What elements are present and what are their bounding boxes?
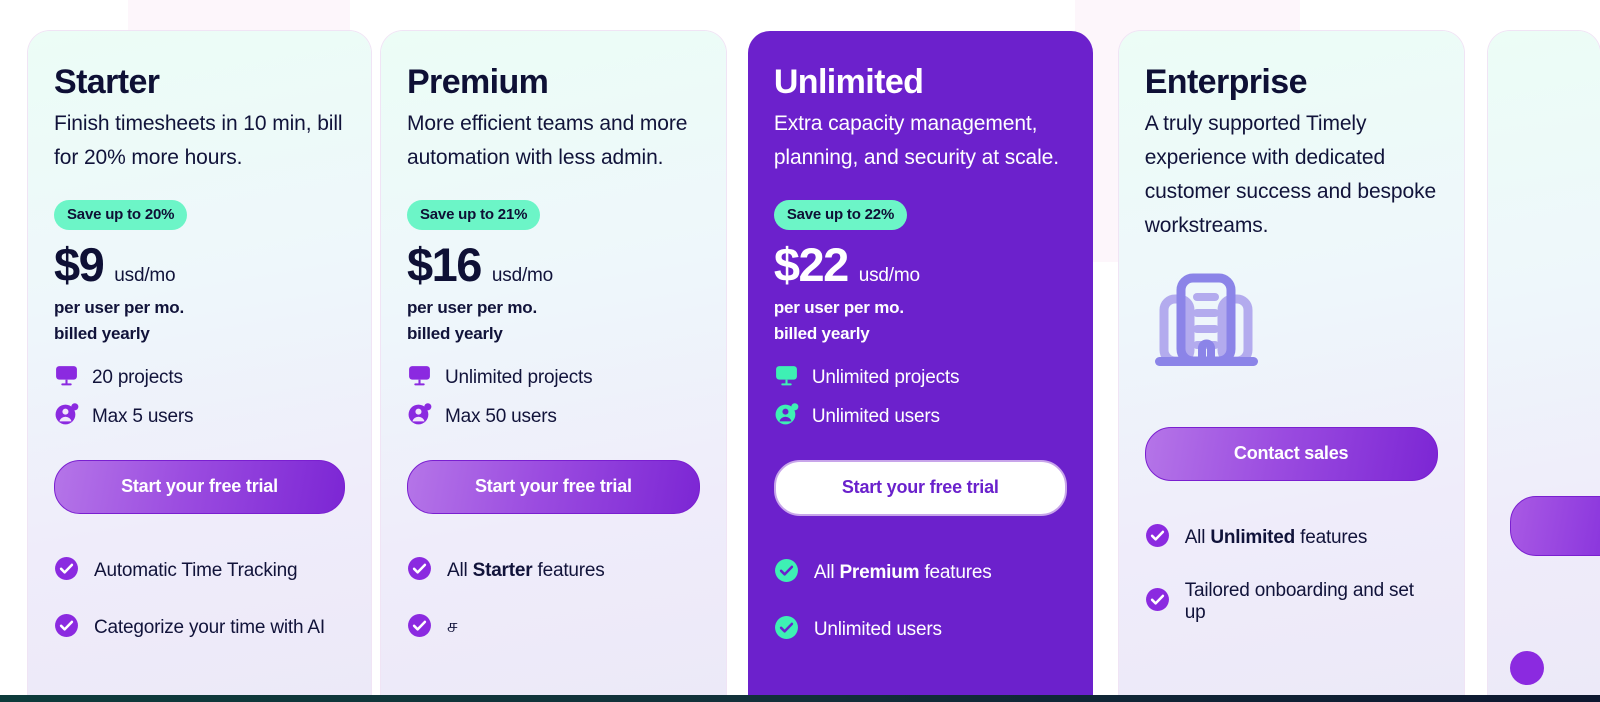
billing-note-line2: billed yearly <box>54 324 150 344</box>
partial-check-circle-icon <box>1509 651 1544 685</box>
plan-price: $16 <box>406 237 482 291</box>
metric-label: Unlimited users <box>811 405 940 427</box>
feature-label: Unlimited users <box>813 618 942 640</box>
plan-price: $9 <box>54 237 105 291</box>
feature-item: ச <box>407 613 700 643</box>
metric-row: Unlimited projects <box>774 363 1067 393</box>
plan-title: Enterprise <box>1144 63 1308 101</box>
plan-description: More efficient teams and more automation… <box>406 111 688 169</box>
billing-note-line1: per user per mo. <box>773 298 904 318</box>
savings-badge: Save up to 22% <box>773 199 908 230</box>
check-circle-icon <box>54 613 79 643</box>
plan-metrics: Unlimited projects Unlimited users <box>774 363 1067 432</box>
feature-label: All Premium features <box>813 561 992 583</box>
feature-item: All Starter features <box>407 556 700 586</box>
feature-list: All Premium features Unlimited users <box>774 558 1067 645</box>
metric-row: Max 50 users <box>407 402 700 432</box>
pricing-card-list: Starter Finish timesheets in 10 min, bil… <box>0 31 1600 702</box>
start-free-trial-button[interactable]: Start your free trial <box>773 459 1067 516</box>
billing-note-line2: billed yearly <box>406 324 503 344</box>
user-icon <box>54 402 79 432</box>
feature-item: Automatic Time Tracking <box>54 556 345 586</box>
metric-label: Unlimited projects <box>811 366 960 388</box>
metric-label: 20 projects <box>92 366 183 388</box>
plan-title: Starter <box>54 63 160 101</box>
plan-price-unit: usd/mo <box>114 264 176 286</box>
feature-label: Automatic Time Tracking <box>94 559 298 581</box>
savings-badge: Save up to 21% <box>406 199 541 230</box>
plan-price-unit: usd/mo <box>858 264 920 286</box>
check-circle-icon <box>407 556 432 586</box>
pricing-card-unlimited[interactable]: Unlimited Extra capacity management, pla… <box>747 31 1093 702</box>
viewport-bottom-edge <box>0 695 1600 702</box>
check-circle-icon <box>54 556 79 586</box>
feature-label: All Starter features <box>446 559 605 581</box>
plan-price-unit: usd/mo <box>491 264 554 286</box>
pricing-card-starter[interactable]: Starter Finish timesheets in 10 min, bil… <box>28 31 371 702</box>
plan-description: Finish timesheets in 10 min, bill for 20… <box>54 111 343 169</box>
pricing-card-premium[interactable]: Premium More efficient teams and more au… <box>380 31 726 702</box>
plan-description: A truly supported Timely experience with… <box>1144 111 1437 237</box>
plan-price: $22 <box>773 237 849 291</box>
monitor-icon <box>407 363 432 393</box>
start-free-trial-button[interactable]: Start your free trial <box>54 459 345 514</box>
user-icon <box>774 402 799 432</box>
plan-title: Unlimited <box>773 63 924 101</box>
check-circle-icon <box>774 558 799 588</box>
feature-label: Tailored onboarding and set up <box>1184 579 1414 623</box>
savings-badge: Save up to 20% <box>54 199 188 230</box>
feature-list: All Unlimited features Tailored onboardi… <box>1145 523 1438 624</box>
monitor-icon <box>54 363 79 393</box>
metric-row: 20 projects <box>54 363 345 393</box>
feature-item: All Premium features <box>774 558 1067 588</box>
billing-note-line2: billed yearly <box>773 324 870 344</box>
contact-sales-button[interactable]: Contact sales <box>1144 426 1438 481</box>
feature-item: Categorize your time with AI <box>54 613 345 643</box>
pricing-card-next-partial[interactable] <box>1487 31 1600 702</box>
plan-metrics: Unlimited projects Max 50 users <box>407 363 700 432</box>
feature-label: All Unlimited features <box>1184 526 1368 548</box>
metric-row: Max 5 users <box>54 402 345 432</box>
user-icon <box>407 402 432 432</box>
billing-note-line1: per user per mo. <box>54 298 185 318</box>
metric-label: Max 5 users <box>92 405 194 427</box>
feature-item: All Unlimited features <box>1145 523 1438 553</box>
pricing-card-enterprise[interactable]: Enterprise A truly supported Timely expe… <box>1118 31 1464 702</box>
feature-list: All Starter features ச <box>407 556 700 643</box>
check-circle-icon <box>1145 587 1170 617</box>
feature-label: ச <box>446 615 458 637</box>
building-icon <box>1150 271 1438 386</box>
plan-metrics: 20 projects Max 5 users <box>54 363 345 432</box>
feature-item: Tailored onboarding and set up <box>1145 580 1438 624</box>
start-free-trial-button[interactable]: Start your free trial <box>406 459 700 514</box>
partial-cta-button[interactable] <box>1509 496 1600 556</box>
feature-label: Categorize your time with AI <box>94 616 325 638</box>
feature-item: Unlimited users <box>774 615 1067 645</box>
plan-title: Premium <box>406 63 549 101</box>
metric-row: Unlimited projects <box>407 363 700 393</box>
metric-row: Unlimited users <box>774 402 1067 432</box>
plan-description: Extra capacity management, planning, and… <box>773 111 1059 169</box>
check-circle-icon <box>1145 523 1170 553</box>
monitor-icon <box>774 363 799 393</box>
metric-label: Unlimited projects <box>444 366 593 388</box>
feature-list: Automatic Time Tracking Categorize your … <box>54 556 345 643</box>
check-circle-icon <box>407 613 432 643</box>
metric-label: Max 50 users <box>444 405 557 427</box>
billing-note-line1: per user per mo. <box>406 298 537 318</box>
check-circle-icon <box>774 615 799 645</box>
